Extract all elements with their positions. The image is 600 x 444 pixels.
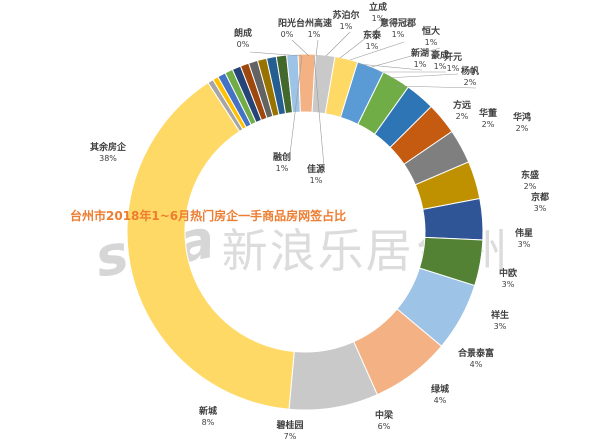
slice-22-name-label: 豪成 bbox=[431, 49, 449, 61]
slice-14-pct-label: 0% bbox=[281, 30, 294, 39]
slice-17-name-label: 东泰 bbox=[363, 29, 382, 41]
slice-15-leader-line bbox=[315, 39, 319, 57]
slice-19-pct-label: 1% bbox=[392, 30, 405, 39]
slice-14-leader-line bbox=[291, 39, 310, 57]
slice-26-pct-label: 2% bbox=[482, 120, 495, 129]
slice-20-name-label: 新湖 bbox=[411, 47, 429, 59]
slice-6-name-label: 祥生 bbox=[491, 309, 509, 321]
slice-labels: 华鸿2%东盛2%京都3%伟星3%中欧3%祥生3%合景泰富4%绿城4%中梁6%碧桂… bbox=[90, 1, 549, 441]
slice-20-pct-label: 1% bbox=[414, 60, 427, 69]
slice-21-leader-line bbox=[367, 47, 441, 69]
slice-13-leader-line bbox=[249, 51, 303, 57]
slice-6-pct-label: 3% bbox=[494, 322, 507, 331]
slice-27-leader-line bbox=[289, 55, 303, 155]
slice-18-leader-line bbox=[339, 23, 385, 59]
slice-17-pct-label: 1% bbox=[366, 42, 379, 51]
slice-1-name-label: 华鸿 bbox=[513, 111, 531, 123]
slice-16-pct-label: 1% bbox=[340, 22, 353, 31]
slice-18-name-label: 立成 bbox=[369, 1, 387, 13]
slice-9-pct-label: 6% bbox=[378, 422, 391, 431]
slice-28-leader-line bbox=[313, 55, 325, 167]
slice-2-pct-label: 2% bbox=[524, 182, 537, 191]
slice-12-pct-label: 38% bbox=[99, 154, 117, 163]
donut-slices bbox=[126, 53, 484, 411]
slice-25-pct-label: 2% bbox=[456, 112, 469, 121]
slice-3-name-label: 京都 bbox=[531, 191, 549, 203]
slice-15-name-label: 台州高速 bbox=[296, 17, 332, 29]
slice-16-name-label: 苏泊尔 bbox=[332, 9, 359, 21]
slice-4-pct-label: 3% bbox=[518, 240, 531, 249]
slice-19-name-label: 意得冠郡 bbox=[380, 17, 416, 29]
slice-13-pct-label: 0% bbox=[237, 40, 250, 49]
slice-16-leader-line bbox=[325, 31, 351, 57]
slice-23-leader-line bbox=[385, 73, 459, 79]
slice-26-name-label: 华董 bbox=[479, 107, 497, 119]
slice-26-wedge bbox=[324, 55, 359, 118]
slice-21-pct-label: 1% bbox=[425, 38, 438, 47]
slice-28-name-label: 佳源 bbox=[307, 163, 325, 175]
slice-27-pct-label: 1% bbox=[276, 164, 289, 173]
leader-lines bbox=[249, 23, 477, 167]
slice-7-name-label: 合景泰富 bbox=[458, 347, 494, 359]
slice-3-pct-label: 3% bbox=[534, 204, 547, 213]
slice-11-name-label: 新城 bbox=[199, 405, 217, 417]
slice-4-name-label: 伟星 bbox=[515, 227, 533, 239]
chart-title: 台州市2018年1~6月热门房企一手商品房网签占比 bbox=[70, 209, 347, 223]
slice-2-name-label: 东盛 bbox=[521, 169, 539, 181]
slice-20-leader-line bbox=[357, 63, 423, 71]
slice-14-name-label: 阳光 bbox=[278, 17, 296, 29]
slice-9-name-label: 中梁 bbox=[375, 409, 394, 421]
slice-12-name-label: 其余房企 bbox=[90, 141, 127, 153]
slice-24-leader-line bbox=[395, 85, 477, 89]
slice-15-pct-label: 1% bbox=[308, 30, 321, 39]
slice-5-pct-label: 3% bbox=[502, 280, 515, 289]
slice-21-name-label: 恒大 bbox=[422, 25, 440, 37]
slice-22-pct-label: 1% bbox=[434, 62, 447, 71]
slice-11-pct-label: 8% bbox=[202, 418, 215, 427]
slice-19-leader-line bbox=[349, 41, 405, 61]
slice-1-pct-label: 2% bbox=[516, 124, 529, 133]
slice-23-name-label: 开元 bbox=[444, 52, 462, 63]
slice-13-name-label: 朗成 bbox=[234, 27, 252, 39]
slice-12-wedge bbox=[126, 82, 295, 410]
slice-28-pct-label: 1% bbox=[310, 176, 323, 185]
slice-10-pct-label: 7% bbox=[284, 432, 297, 441]
slice-24-pct-label: 2% bbox=[464, 78, 477, 87]
slice-23-pct-label: 1% bbox=[447, 64, 460, 73]
slice-8-pct-label: 4% bbox=[434, 396, 447, 405]
slice-18-pct-label: 1% bbox=[372, 14, 385, 23]
slice-8-name-label: 绿城 bbox=[431, 383, 449, 395]
slice-7-pct-label: 4% bbox=[470, 360, 483, 369]
slice-24-name-label: 杨帆 bbox=[461, 65, 479, 77]
slice-25-name-label: 方远 bbox=[453, 99, 472, 111]
slice-10-name-label: 碧桂园 bbox=[275, 419, 303, 431]
slice-5-name-label: 中欧 bbox=[499, 267, 517, 279]
slice-27-name-label: 融创 bbox=[273, 151, 291, 163]
